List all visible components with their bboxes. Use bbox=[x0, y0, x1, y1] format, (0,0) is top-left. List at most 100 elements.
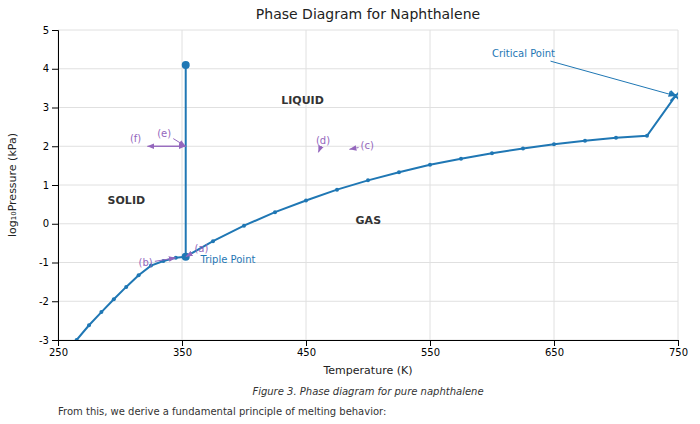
curve-dot bbox=[137, 273, 141, 277]
point-label: Critical Point bbox=[492, 48, 555, 59]
tick-mark bbox=[52, 185, 58, 186]
figure-caption: Figure 3. Phase diagram for pure naphtha… bbox=[252, 386, 483, 397]
curve-dot bbox=[583, 139, 587, 143]
annotation-arrow bbox=[173, 139, 185, 147]
tick-label: 550 bbox=[421, 347, 440, 358]
tick: 1 bbox=[43, 180, 58, 191]
curve-dot bbox=[552, 142, 556, 146]
tick-mark bbox=[52, 108, 58, 109]
process-label: (d) bbox=[316, 135, 330, 146]
region-label: LIQUID bbox=[281, 94, 324, 107]
tick: 750 bbox=[669, 340, 688, 358]
curve-dot bbox=[521, 147, 525, 151]
tick: 2 bbox=[43, 141, 58, 152]
tick-mark bbox=[554, 340, 555, 346]
x-axis: 250 350 450 550 650 750 bbox=[49, 340, 688, 358]
tick: 650 bbox=[545, 340, 564, 358]
tick-label: 350 bbox=[173, 347, 192, 358]
curve-dot bbox=[99, 310, 103, 314]
curve-dot bbox=[211, 239, 215, 243]
tick-mark bbox=[52, 30, 58, 31]
curve-dot bbox=[75, 338, 79, 340]
curve-dot bbox=[112, 297, 116, 301]
grid bbox=[58, 30, 678, 340]
point-marker bbox=[182, 61, 190, 69]
curve-dot bbox=[428, 163, 432, 167]
grid-line-y bbox=[58, 185, 678, 186]
curve bbox=[77, 257, 186, 340]
series bbox=[185, 65, 186, 257]
tick: -3 bbox=[39, 335, 58, 346]
annotation-arrow bbox=[155, 258, 176, 262]
tick: -2 bbox=[39, 296, 58, 307]
axis-line bbox=[59, 341, 679, 347]
curve-dot bbox=[645, 134, 649, 138]
axis-line bbox=[52, 31, 59, 341]
tick: 3 bbox=[43, 102, 58, 113]
curve-dot bbox=[87, 323, 91, 327]
curve-dot bbox=[366, 178, 370, 182]
tick-label: 0 bbox=[43, 218, 49, 229]
chart-container: 250 350 450 550 650 750 -3 -2 -1 0 1 2 3 4 5 SOLID LIQUI… bbox=[0, 0, 700, 424]
grid-line-y bbox=[58, 68, 678, 69]
tick-label: 650 bbox=[545, 347, 564, 358]
tick-label: 750 bbox=[669, 347, 688, 358]
series bbox=[75, 255, 188, 340]
tick-label: 5 bbox=[43, 25, 49, 36]
grid-line-y bbox=[58, 30, 678, 31]
annotations: SOLIDLIQUIDGASCritical PointTriple Point… bbox=[108, 48, 676, 268]
tick: 250 bbox=[49, 340, 68, 358]
curve-dot bbox=[335, 188, 339, 192]
tick: 550 bbox=[421, 340, 440, 358]
tick-mark bbox=[52, 146, 58, 147]
curve bbox=[186, 96, 676, 257]
curve-dot bbox=[490, 151, 494, 155]
region-label: GAS bbox=[356, 214, 382, 227]
chart-svg: 250 350 450 550 650 750 -3 -2 -1 0 1 2 3 4 5 SOLID LIQUI… bbox=[0, 0, 700, 424]
y-axis-title: log₁₀Pressure (kPa) bbox=[6, 133, 19, 237]
annotation-arrow bbox=[186, 253, 193, 257]
series bbox=[182, 61, 190, 69]
process-label: (b) bbox=[139, 257, 153, 268]
curve-dot bbox=[459, 157, 463, 161]
tick-mark bbox=[182, 340, 183, 346]
x-axis-title: Temperature (K) bbox=[323, 364, 413, 377]
process-arrow bbox=[147, 146, 185, 147]
curve bbox=[185, 65, 187, 257]
tick-mark bbox=[306, 340, 307, 346]
annotation-arrow bbox=[551, 61, 676, 96]
tick-label: 3 bbox=[43, 102, 49, 113]
curve-dot bbox=[304, 199, 308, 203]
tick-label: -2 bbox=[39, 296, 49, 307]
annotation-arrow bbox=[349, 148, 358, 150]
curve-dot bbox=[242, 224, 246, 228]
grid-line-y bbox=[58, 301, 678, 302]
series bbox=[184, 94, 678, 259]
chart-title: Phase Diagram for Naphthalene bbox=[256, 6, 480, 22]
tick: 350 bbox=[173, 340, 192, 358]
curve-dot bbox=[614, 136, 618, 140]
curve-dot bbox=[397, 170, 401, 174]
tick: -1 bbox=[39, 257, 58, 268]
process-label: (a) bbox=[194, 243, 208, 254]
tick-mark bbox=[52, 263, 58, 264]
tick-label: 1 bbox=[43, 180, 49, 191]
process-label: (e) bbox=[157, 128, 171, 139]
tick-label: 2 bbox=[43, 141, 49, 152]
bottom-note: From this, we derive a fundamental princ… bbox=[58, 406, 386, 417]
tick: 450 bbox=[297, 340, 316, 358]
tick-mark bbox=[430, 340, 431, 346]
curve-dot bbox=[124, 285, 128, 289]
tick: 5 bbox=[43, 25, 58, 36]
tick-label: 250 bbox=[49, 347, 68, 358]
tick-mark bbox=[52, 301, 58, 302]
region-label: SOLID bbox=[108, 194, 146, 207]
tick-label: 4 bbox=[43, 63, 49, 74]
tick-mark bbox=[52, 224, 58, 225]
tick: 0 bbox=[43, 218, 58, 229]
process-label: (c) bbox=[361, 140, 374, 151]
tick: 4 bbox=[43, 63, 58, 74]
tick-label: 450 bbox=[297, 347, 316, 358]
tick-mark bbox=[52, 340, 58, 341]
curve-dot bbox=[273, 210, 277, 214]
